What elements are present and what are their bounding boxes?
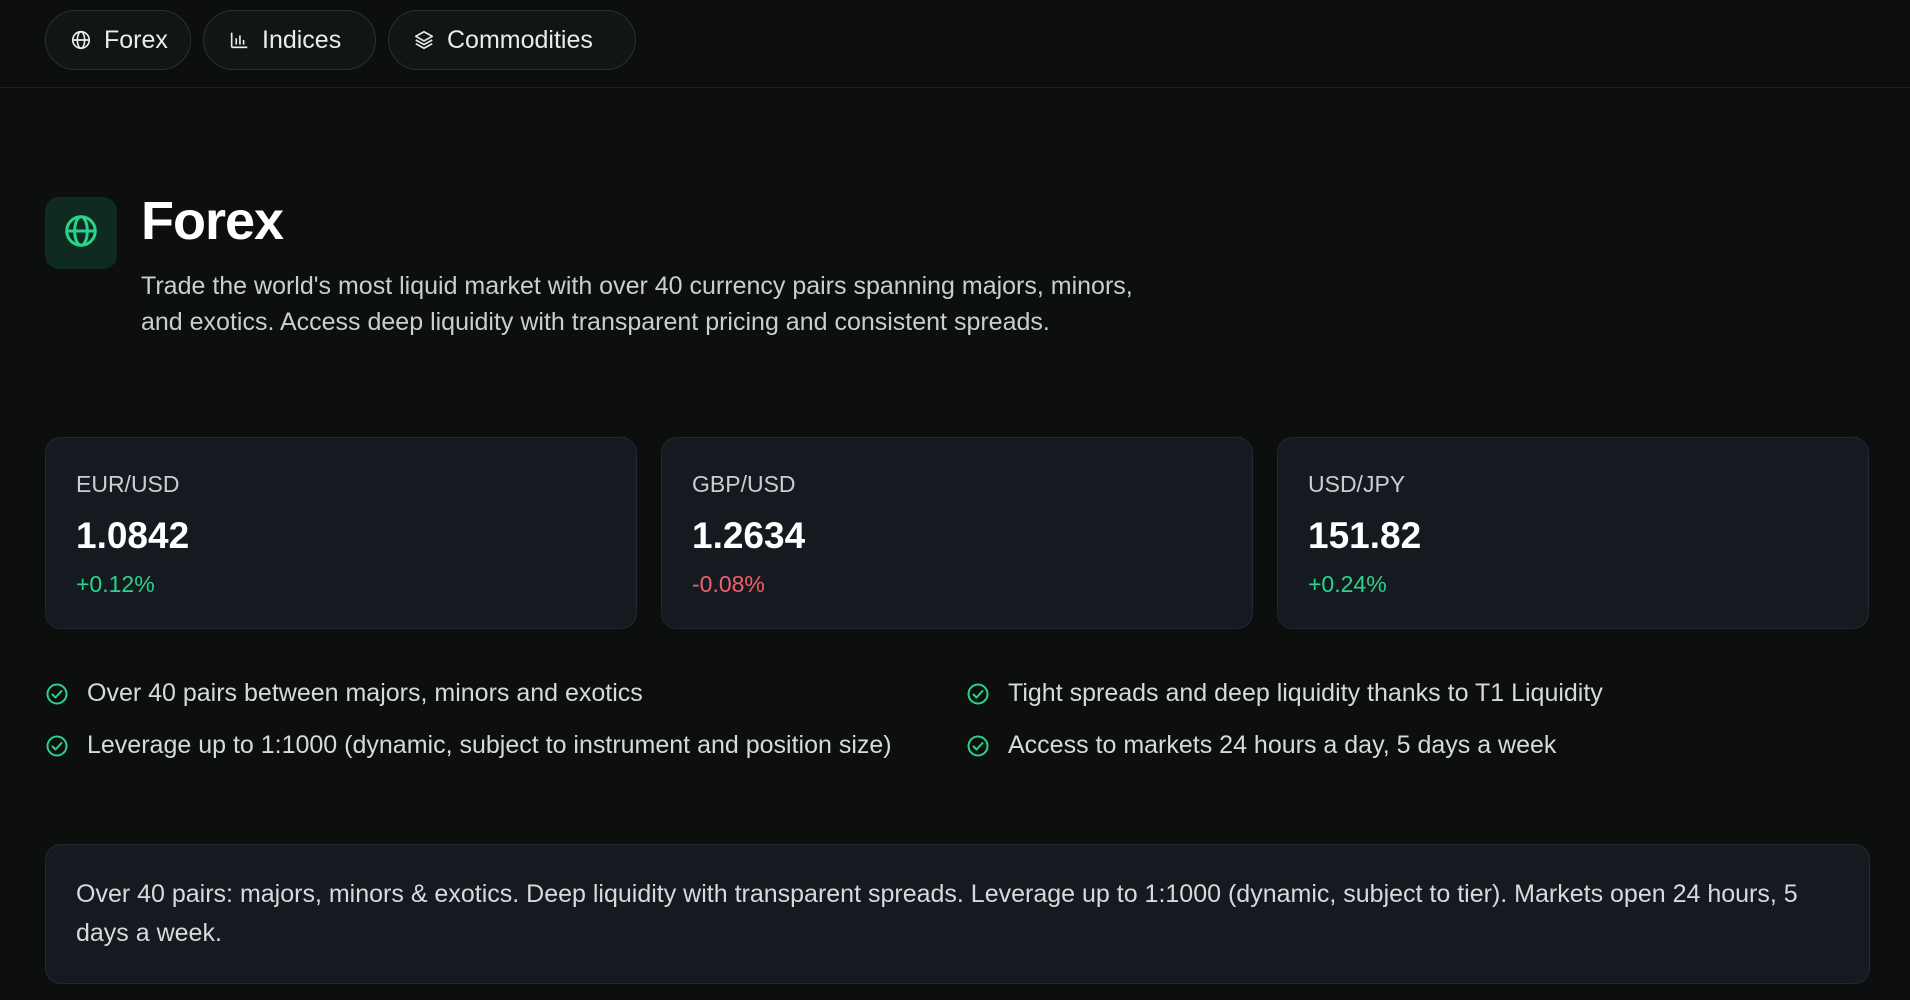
page-description: Trade the world's most liquid market wit… <box>141 272 1133 336</box>
feature-text: Over 40 pairs between majors, minors and… <box>87 679 643 707</box>
globe-icon <box>70 29 92 51</box>
check-circle-icon <box>966 733 990 757</box>
market-tabs-bar: Forex Indices Commodities <box>0 0 1910 88</box>
globe-icon <box>62 212 100 255</box>
quote-change: +0.12% <box>76 571 155 597</box>
quote-change: +0.24% <box>1308 571 1387 597</box>
tab-commodities[interactable]: Commodities <box>388 10 636 70</box>
feature-text: Access to markets 24 hours a day, 5 days… <box>1008 731 1557 759</box>
check-circle-icon <box>966 681 990 705</box>
quote-pair: USD/JPY <box>1308 471 1406 497</box>
tab-label: Forex <box>104 25 168 54</box>
layers-icon <box>413 29 435 51</box>
check-circle-icon <box>45 681 69 705</box>
feature-item: Over 40 pairs between majors, minors and… <box>45 676 925 710</box>
feature-item: Leverage up to 1:1000 (dynamic, subject … <box>45 728 925 762</box>
feature-item: Tight spreads and deep liquidity thanks … <box>966 676 1846 710</box>
bar-chart-icon <box>228 29 250 51</box>
quote-price: 1.0842 <box>76 515 190 556</box>
forex-globe-badge <box>45 197 117 269</box>
tab-indices[interactable]: Indices <box>203 10 376 70</box>
feature-text: Tight spreads and deep liquidity thanks … <box>1008 679 1603 707</box>
feature-item: Access to markets 24 hours a day, 5 days… <box>966 728 1846 762</box>
quote-price: 1.2634 <box>692 515 806 556</box>
tab-label: Commodities <box>447 25 593 54</box>
quote-pair: GBP/USD <box>692 471 796 497</box>
quote-card-eurusd: EUR/USD 1.0842 +0.12% <box>45 437 637 629</box>
summary-box: Over 40 pairs: majors, minors & exotics.… <box>45 844 1870 984</box>
quote-price: 151.82 <box>1308 515 1422 556</box>
tab-forex[interactable]: Forex <box>45 10 191 70</box>
feature-text: Leverage up to 1:1000 (dynamic, subject … <box>87 731 892 759</box>
quote-card-usdjpy: USD/JPY 151.82 +0.24% <box>1277 437 1869 629</box>
quote-cards: EUR/USD 1.0842 +0.12% GBP/USD 1.2634 -0.… <box>45 437 1870 629</box>
check-circle-icon <box>45 733 69 757</box>
page-title: Forex <box>141 191 284 251</box>
quote-pair: EUR/USD <box>76 471 180 497</box>
tab-label: Indices <box>262 25 342 54</box>
quote-card-gbpusd: GBP/USD 1.2634 -0.08% <box>661 437 1253 629</box>
quote-change: -0.08% <box>692 571 765 597</box>
summary-text: Over 40 pairs: majors, minors & exotics.… <box>76 880 1798 947</box>
